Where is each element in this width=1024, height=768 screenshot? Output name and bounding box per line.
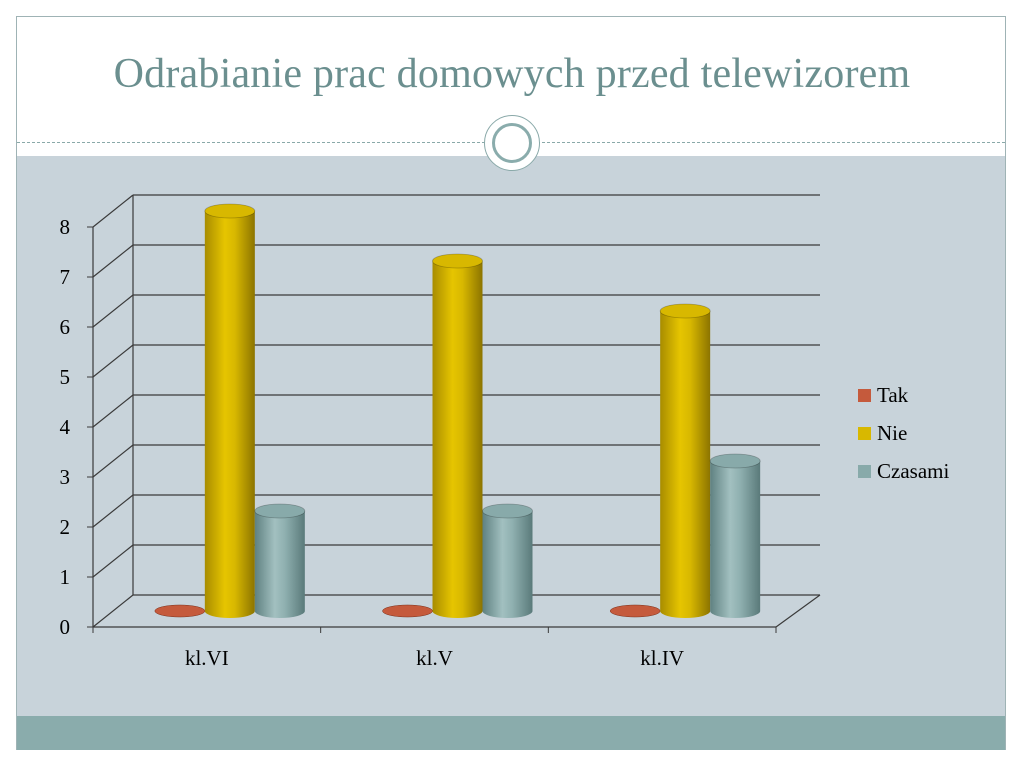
y-tick-label: 2 bbox=[60, 515, 71, 539]
bar-czasami-1 bbox=[482, 511, 533, 619]
side-gridline bbox=[92, 394, 134, 428]
y-tick-label: 1 bbox=[60, 565, 71, 589]
bar-cap-czasami-2 bbox=[709, 453, 761, 469]
side-gridline bbox=[92, 344, 134, 378]
bar-czasami-2 bbox=[710, 461, 761, 619]
legend-label: Czasami bbox=[877, 458, 950, 483]
bar-nie-0 bbox=[204, 211, 255, 619]
bar-czasami-0 bbox=[254, 511, 305, 618]
legend-item: Czasami bbox=[858, 452, 949, 490]
bar-nie-1 bbox=[432, 261, 483, 619]
legend-swatch bbox=[858, 426, 871, 440]
slide-title: Odrabianie prac domowych przed telewizor… bbox=[113, 51, 911, 97]
labels-layer: 0 1 2 3 4 5 6 7 8 kl.VI kl.V kl.IV bbox=[60, 215, 685, 670]
y-tick-label: 0 bbox=[60, 615, 71, 639]
bar-cap-nie-1 bbox=[432, 253, 483, 269]
bar-cap-nie-2 bbox=[659, 303, 711, 319]
y-tick-label: 3 bbox=[60, 465, 71, 489]
side-gridline bbox=[92, 594, 134, 628]
circle-ornament-icon bbox=[484, 115, 540, 171]
side-gridline bbox=[92, 294, 134, 328]
x-tick-label: kl.IV bbox=[640, 646, 684, 670]
y-tick-label: 7 bbox=[60, 265, 71, 289]
bar-tak-0 bbox=[154, 604, 206, 618]
legend-item: Tak bbox=[858, 376, 949, 414]
legend-label: Tak bbox=[877, 382, 909, 407]
legend-swatch bbox=[858, 388, 871, 402]
y-tick-label: 6 bbox=[60, 315, 71, 339]
bar-tak-2 bbox=[609, 604, 661, 618]
bar-nie-2 bbox=[660, 311, 711, 619]
y-tick-label: 8 bbox=[60, 215, 71, 239]
legend: Tak Nie Czasami bbox=[858, 376, 949, 490]
content-background bbox=[17, 156, 1005, 716]
side-gridline bbox=[92, 444, 134, 478]
floor-edge bbox=[775, 594, 821, 628]
footer-band bbox=[17, 716, 1005, 750]
side-gridline bbox=[92, 244, 134, 278]
x-tick-label: kl.VI bbox=[185, 646, 229, 670]
bar-cap-nie-0 bbox=[204, 203, 256, 219]
side-gridline bbox=[92, 494, 134, 528]
circle-ornament-ring bbox=[492, 123, 532, 163]
bar-tak-1 bbox=[382, 604, 433, 618]
legend-label: Nie bbox=[877, 420, 908, 445]
side-gridline bbox=[92, 544, 134, 578]
y-tick-label: 4 bbox=[60, 415, 71, 439]
y-tick-label: 5 bbox=[60, 365, 71, 389]
bar-cap-czasami-1 bbox=[482, 503, 533, 519]
x-tick-label: kl.V bbox=[416, 646, 453, 670]
bar-cap-czasami-0 bbox=[254, 503, 306, 519]
bars-layer bbox=[154, 203, 761, 619]
legend-item: Nie bbox=[858, 414, 949, 452]
legend-swatch bbox=[858, 464, 871, 478]
side-gridline bbox=[92, 194, 134, 228]
